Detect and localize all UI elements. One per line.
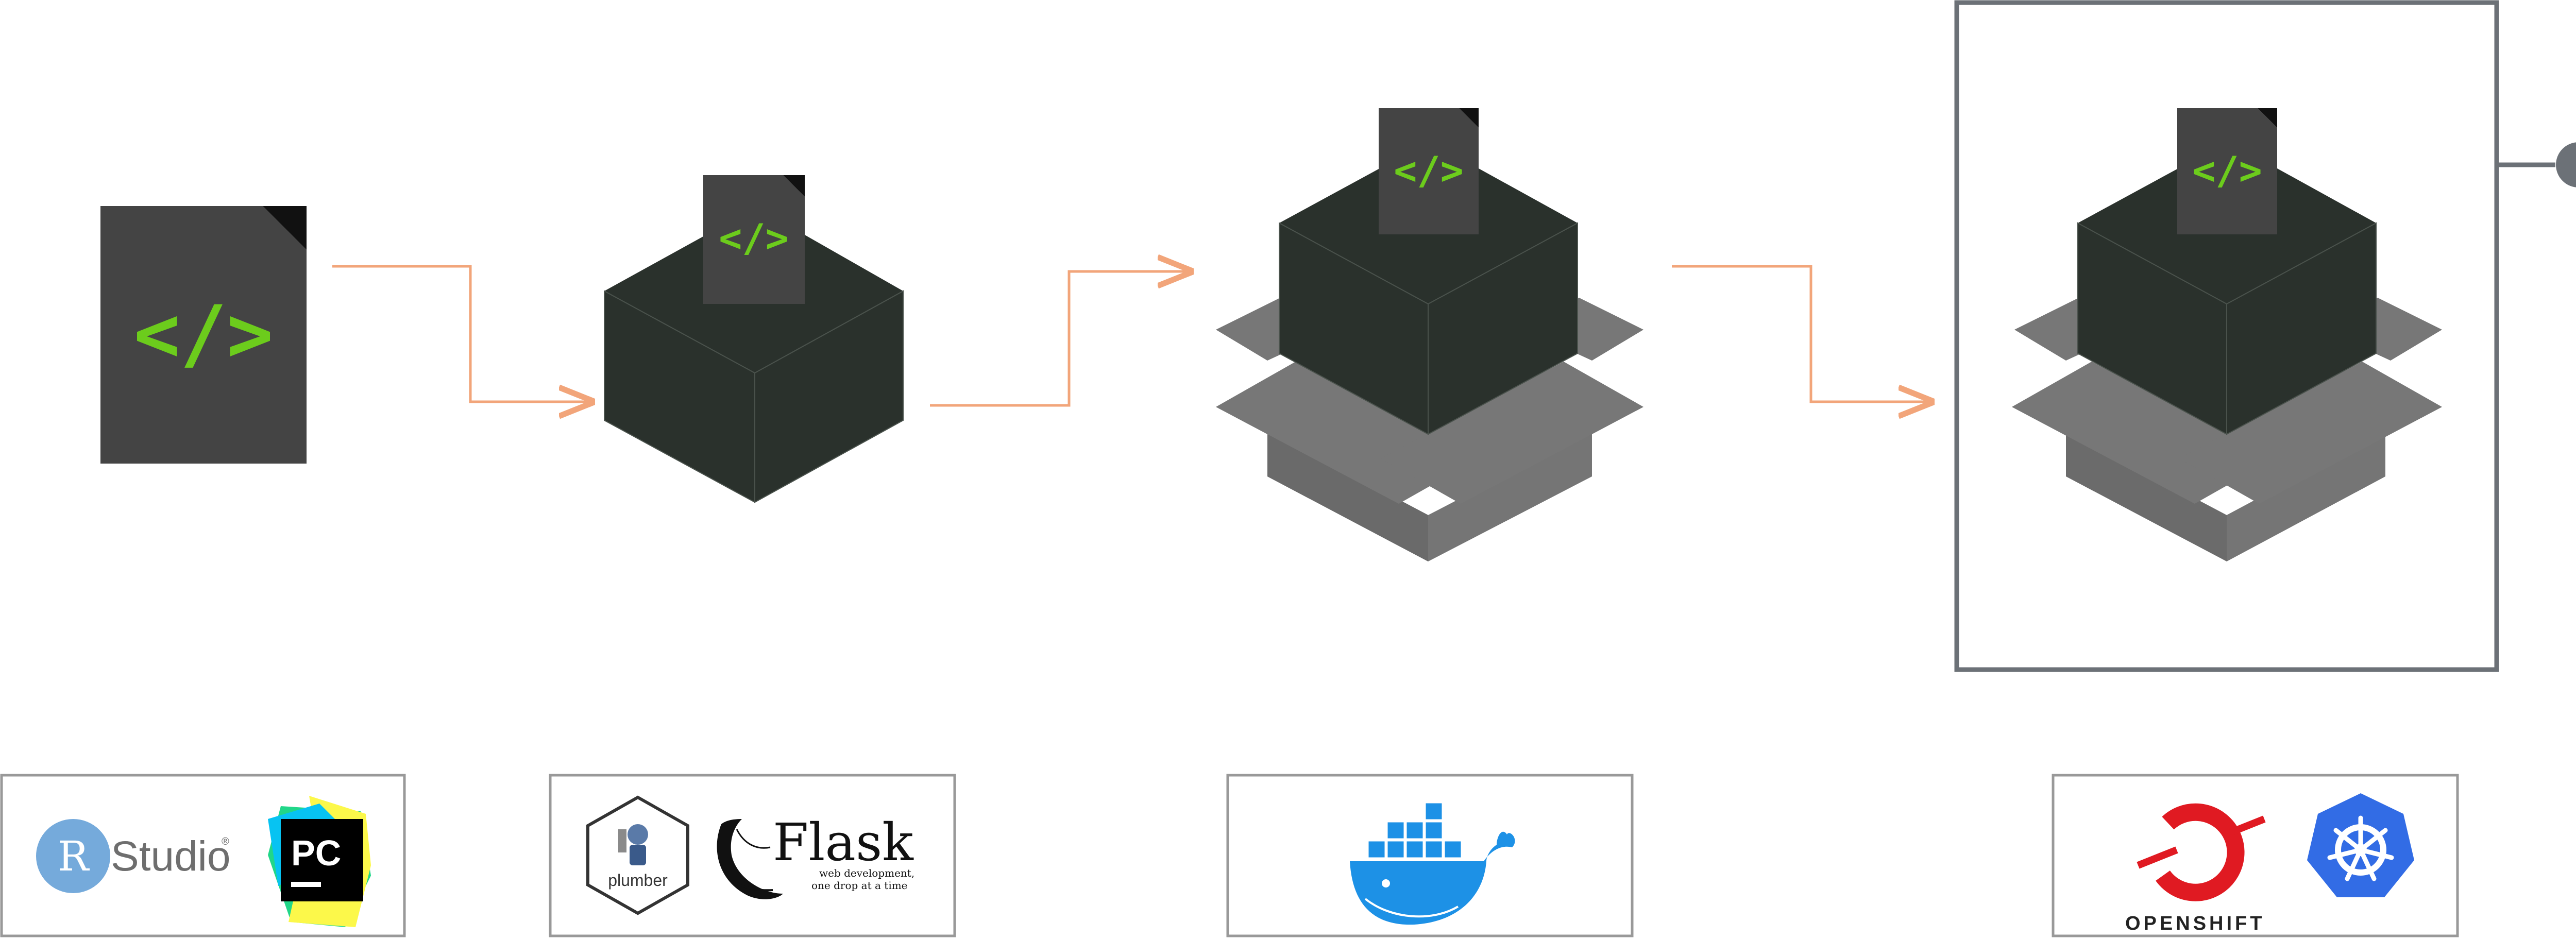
flask-title: Flask <box>773 812 914 873</box>
rstudio-badge: R <box>58 832 90 880</box>
ide-tools-panel: R Studio ® PC <box>0 774 406 937</box>
broadcast-signal-icon <box>2499 142 2576 187</box>
deployed-container-cube: </> <box>2077 108 2377 435</box>
code-symbol: </> <box>1394 148 1463 193</box>
container-tools-panel <box>1226 774 1634 937</box>
api-cube: </> <box>604 175 904 503</box>
deployed-container-box <box>2012 298 2442 561</box>
openshift-label: OPENSHIFT <box>2125 913 2265 934</box>
api-document-icon: </> <box>703 175 805 304</box>
kubernetes-logo <box>2307 793 2414 897</box>
rstudio-label: Studio <box>111 833 231 880</box>
code-symbol: </> <box>719 215 788 261</box>
deployed-document-icon: </> <box>2177 108 2277 234</box>
container-document-icon: </> <box>1379 108 1479 234</box>
deployment-frame <box>1954 0 2499 672</box>
flow-arrow-1 <box>332 265 591 402</box>
flask-tagline-line1: web development, <box>819 867 914 879</box>
api-frameworks-panel: plumber Flask web development, one drop … <box>549 774 956 937</box>
docker-whale-icon <box>1350 801 1515 925</box>
openshift-logo: OPENSHIFT <box>2125 803 2266 934</box>
flow-arrow-3 <box>1672 265 1931 402</box>
plumber-logo: plumber <box>586 795 689 915</box>
pycharm-label: PC <box>291 833 341 873</box>
flask-logo: Flask web development, one drop at a tim… <box>717 812 914 899</box>
code-symbol: </> <box>134 289 274 379</box>
rstudio-registered-mark: ® <box>222 836 229 847</box>
rstudio-logo: R Studio ® <box>36 819 231 893</box>
flow-arrow-2 <box>930 271 1190 407</box>
flask-tagline-line2: one drop at a time <box>811 879 908 892</box>
pycharm-logo: PC <box>268 796 371 927</box>
plumber-label: plumber <box>608 871 668 890</box>
source-code-document: </> <box>100 206 307 464</box>
orchestration-tools-panel: OPENSHIFT <box>2052 774 2459 937</box>
code-symbol: </> <box>2192 148 2262 193</box>
container-cube: </> <box>1279 108 1578 435</box>
